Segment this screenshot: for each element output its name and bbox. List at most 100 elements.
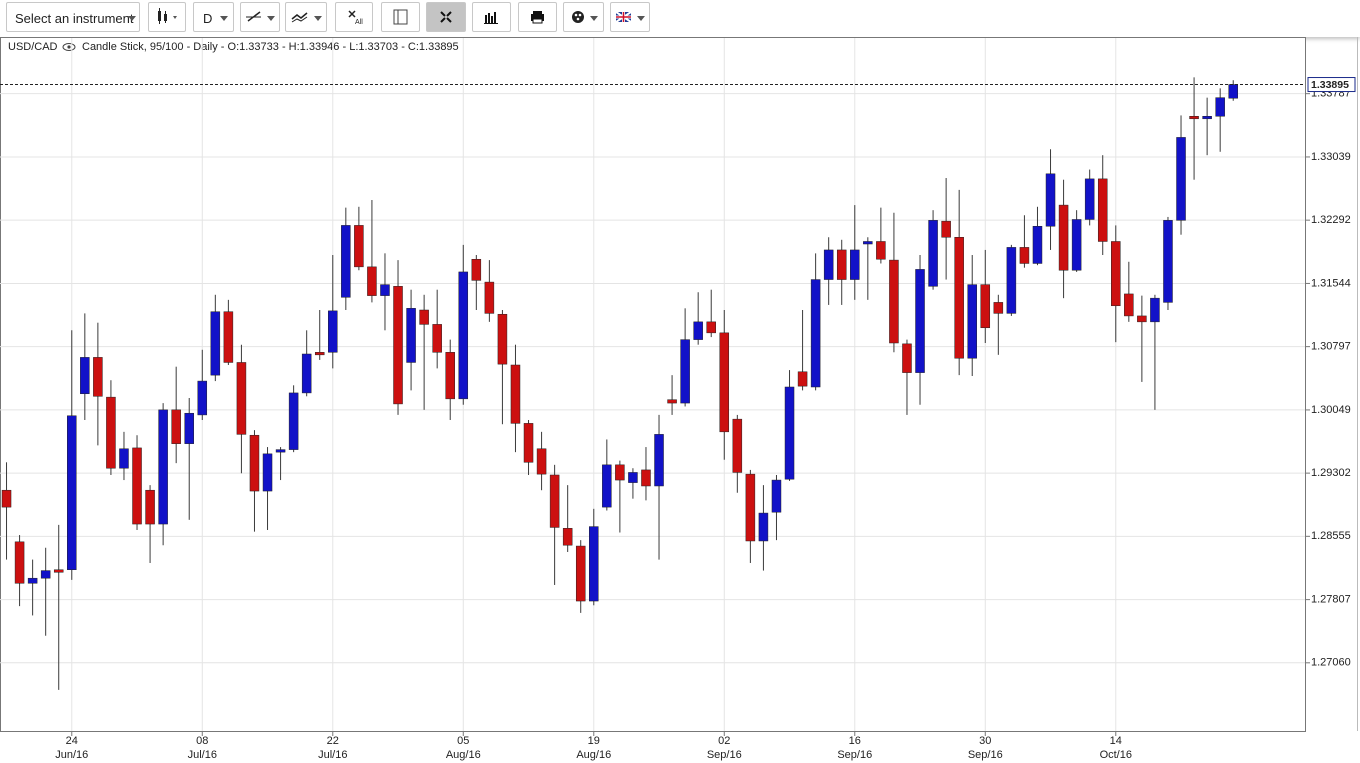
x-tick-label: 24 Jun/16 — [55, 735, 88, 761]
candle-body — [993, 302, 1004, 314]
candle-body — [53, 569, 64, 573]
last-price-label: 1.33895 — [1311, 79, 1349, 91]
candle-body — [1215, 97, 1225, 117]
candle-body — [667, 399, 677, 404]
candle-body — [732, 418, 743, 473]
icon — [440, 11, 452, 23]
candle-body — [1228, 84, 1238, 99]
candle-body — [706, 321, 716, 334]
candle-body — [119, 448, 129, 469]
candle-body — [236, 362, 247, 435]
candle-body — [954, 236, 964, 359]
candle-body — [602, 464, 612, 508]
fullscreen-button[interactable] — [426, 2, 466, 32]
candle-body — [863, 241, 873, 245]
candle-body — [93, 357, 103, 397]
candle-body — [758, 512, 769, 542]
candle-body — [902, 343, 912, 373]
chart-type-button[interactable] — [148, 2, 186, 32]
candle-body — [354, 225, 364, 268]
candle-body — [1071, 219, 1082, 271]
candle-body — [1111, 241, 1121, 307]
candle-body — [1176, 137, 1186, 221]
y-tick-label: 1.30049 — [1311, 404, 1351, 416]
period-label: D — [203, 11, 213, 26]
candle-body — [784, 386, 795, 480]
candle-body — [158, 409, 168, 525]
candle-body — [14, 541, 25, 584]
candle-body — [1202, 116, 1212, 120]
candle-body — [615, 464, 625, 481]
candle-body — [719, 332, 730, 433]
toolbar: Select an instrument D All — [0, 0, 1360, 37]
instrument-select[interactable]: Select an instrument — [6, 2, 140, 32]
icon — [158, 8, 177, 24]
clear-all-button[interactable]: All — [335, 2, 373, 32]
x-tick-label: 30 Sep/16 — [968, 735, 1003, 761]
candle-body — [27, 577, 38, 584]
candle-body — [510, 364, 521, 424]
candle-body — [1084, 178, 1095, 220]
candle-body — [288, 392, 299, 450]
candle-body — [40, 570, 51, 579]
candle-body — [915, 269, 925, 373]
candle-body — [145, 489, 155, 525]
candle-body — [536, 448, 547, 475]
candle-body — [106, 396, 116, 469]
candle-body — [1137, 315, 1147, 323]
candle-body — [1058, 204, 1069, 271]
candle-body — [210, 311, 221, 376]
y-tick-label: 1.28555 — [1311, 530, 1351, 542]
icon — [484, 12, 498, 24]
candle-body — [1032, 225, 1043, 264]
candle-body — [67, 415, 77, 570]
x-tick-label: 16 Sep/16 — [837, 735, 872, 761]
candle-body — [850, 249, 860, 280]
candle-body — [654, 434, 664, 487]
x-tick-label: 05 Aug/16 — [446, 735, 481, 761]
candle-body — [301, 353, 312, 394]
candle-body — [80, 357, 90, 395]
icon: All — [348, 10, 363, 26]
candle-body — [1097, 178, 1108, 242]
candle-body — [328, 310, 338, 353]
candle-body — [223, 311, 234, 363]
candle-body — [523, 423, 534, 463]
candle-body — [941, 220, 951, 238]
candle-body — [876, 241, 886, 260]
candle-body — [275, 449, 286, 453]
candle-body — [745, 473, 756, 542]
indicator-button[interactable] — [285, 2, 327, 32]
icon — [246, 11, 275, 22]
theme-button[interactable] — [563, 2, 604, 32]
x-tick-label: 08 Jul/16 — [188, 735, 217, 761]
language-button[interactable] — [610, 2, 650, 32]
draw-line-button[interactable] — [240, 2, 280, 32]
candle-body — [589, 526, 599, 602]
x-tick-label: 14 Oct/16 — [1100, 735, 1132, 761]
x-tick-label: 19 Aug/16 — [576, 735, 611, 761]
clear-label: All — [355, 19, 363, 26]
y-tick-label: 1.33039 — [1311, 151, 1351, 163]
candle-body — [823, 249, 834, 280]
print-button[interactable] — [518, 2, 557, 32]
icon — [393, 9, 408, 25]
layout-button[interactable] — [381, 2, 420, 32]
candle-body — [445, 352, 455, 400]
candle-body — [680, 339, 690, 404]
candle-body — [184, 412, 194, 444]
period-select[interactable]: D — [193, 2, 234, 32]
icon — [572, 11, 598, 23]
candle-body — [314, 352, 325, 356]
candle-body — [1, 489, 12, 508]
candle-body — [497, 313, 508, 365]
icon — [531, 11, 544, 24]
candle-body — [889, 259, 899, 344]
candle-body — [262, 453, 273, 492]
candle-body — [171, 409, 181, 444]
candle-body — [341, 225, 351, 298]
volume-button[interactable] — [472, 2, 511, 32]
x-tick-label: 22 Jul/16 — [318, 735, 347, 761]
candle-body — [197, 380, 208, 416]
y-tick-label: 1.30797 — [1311, 341, 1351, 353]
